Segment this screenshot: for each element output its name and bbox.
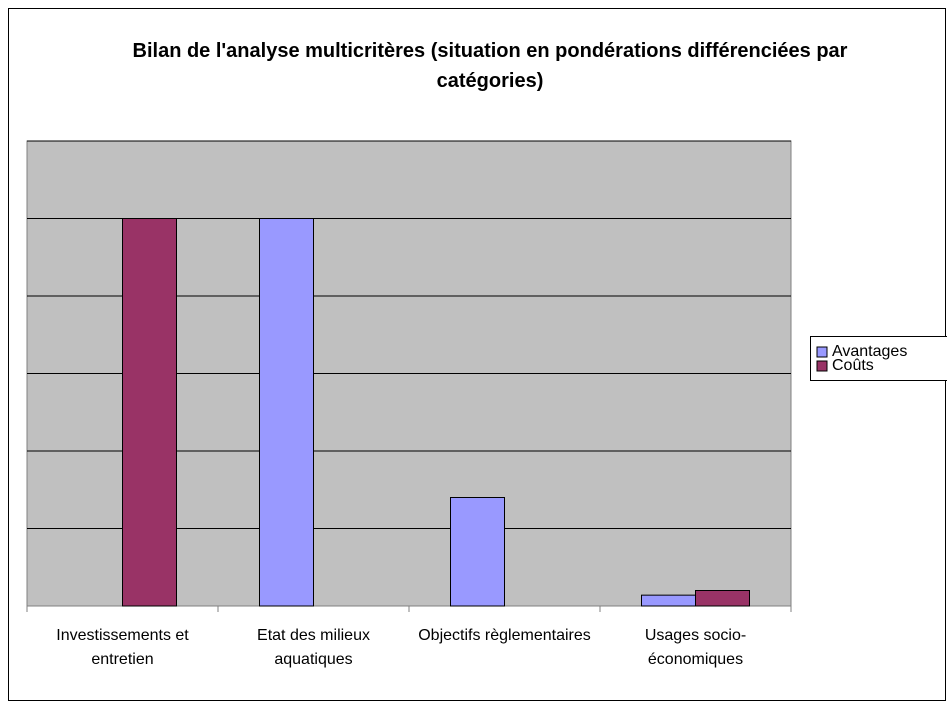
bar <box>450 497 505 607</box>
x-tick-label: Etat des milieux aquatiques <box>257 627 370 668</box>
legend-label: Avantages <box>832 343 907 360</box>
legend-swatch <box>816 360 828 372</box>
bar <box>259 218 314 607</box>
bar <box>695 590 750 607</box>
x-tick-label: Objectifs règlementaires <box>418 627 591 644</box>
bar <box>122 218 177 607</box>
chart-title: Bilan de l'analyse multicritères (situat… <box>132 40 848 92</box>
legend-swatch <box>816 346 828 358</box>
bar <box>641 594 696 607</box>
legend-box <box>810 336 947 381</box>
x-tick-label: Usages socio-économiques <box>644 627 747 668</box>
x-tick-label: Investissements et entretien <box>56 627 189 668</box>
legend-label: Coûts <box>832 357 874 374</box>
